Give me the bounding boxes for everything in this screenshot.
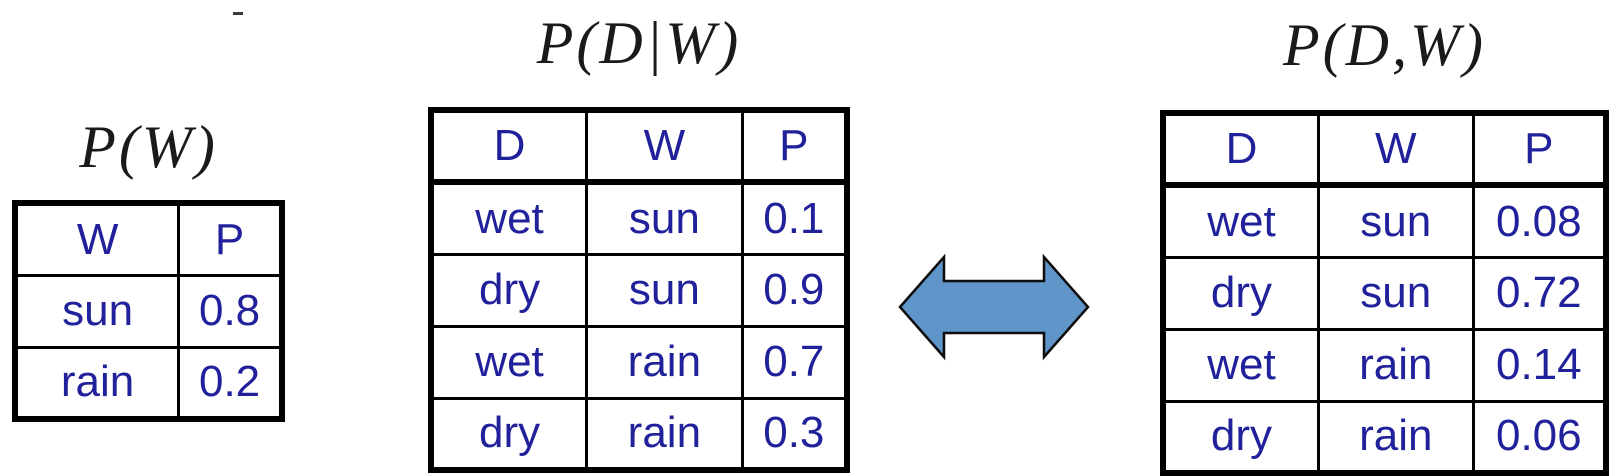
table-row: dry sun 0.9 [429,252,849,328]
cell-d: dry [1161,255,1320,331]
conditional-header-p: P [740,108,849,185]
cell-w: sun [585,252,744,328]
conditional-table: D W P wet sun 0.1 dry sun 0.9 wet rain 0… [428,107,850,473]
cell-d: dry [429,396,589,472]
cell-p: 0.2 [177,345,284,421]
table-row: wet sun 0.08 [1161,183,1608,259]
joint-header-row: D W P [1161,111,1608,188]
cell-d: wet [429,324,589,400]
cell-p: 0.9 [740,252,849,328]
cell-p: 0.8 [177,273,284,349]
conditional-header-w: W [585,108,744,185]
cell-w: rain [1316,327,1475,403]
double-arrow-icon [898,253,1090,361]
cell-w: rain [585,396,744,472]
prior-table: W P sun 0.8 rain 0.2 [12,200,285,422]
table-row: wet rain 0.14 [1161,327,1608,403]
table-row: wet sun 0.1 [429,180,849,256]
prior-header-p: P [177,201,284,277]
cell-w: sun [13,273,181,349]
conditional-table-title: P(D|W) [536,10,742,76]
table-row: dry sun 0.72 [1161,255,1608,331]
conditional-header-d: D [429,108,589,185]
table-row: sun 0.8 [13,273,284,349]
table-row: rain 0.2 [13,345,284,421]
cell-w: rain [1316,399,1475,475]
table-row: dry rain 0.3 [429,396,849,472]
cell-p: 0.7 [740,324,849,400]
table-row: dry rain 0.06 [1161,399,1608,475]
joint-table: D W P wet sun 0.08 dry sun 0.72 wet rain… [1160,110,1609,476]
prior-table-title: P(W) [79,114,218,180]
table-row: wet rain 0.7 [429,324,849,400]
cell-p: 0.08 [1471,183,1608,259]
joint-header-w: W [1316,111,1475,188]
cell-d: wet [429,180,589,256]
cell-p: 0.72 [1471,255,1608,331]
cell-p: 0.3 [740,396,849,472]
stray-mark [233,12,243,15]
cell-d: wet [1161,327,1320,403]
conditional-header-row: D W P [429,108,849,185]
joint-header-d: D [1161,111,1320,188]
cell-p: 0.14 [1471,327,1608,403]
cell-w: rain [585,324,744,400]
joint-header-p: P [1471,111,1608,188]
prior-header-row: W P [13,201,284,277]
cell-d: dry [429,252,589,328]
prior-header-w: W [13,201,181,277]
cell-w: sun [585,180,744,256]
joint-table-title: P(D,W) [1283,12,1486,78]
cell-w: sun [1316,255,1475,331]
cell-w: sun [1316,183,1475,259]
cell-d: dry [1161,399,1320,475]
cell-w: rain [13,345,181,421]
cell-p: 0.1 [740,180,849,256]
cell-p: 0.06 [1471,399,1608,475]
cell-d: wet [1161,183,1320,259]
